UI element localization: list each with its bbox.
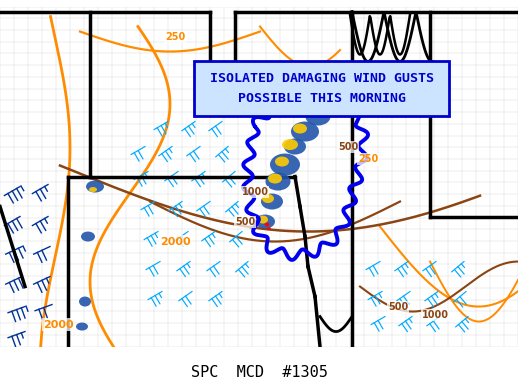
Ellipse shape <box>86 180 104 192</box>
Ellipse shape <box>301 106 319 118</box>
Ellipse shape <box>315 87 345 107</box>
Ellipse shape <box>265 223 269 227</box>
Ellipse shape <box>261 194 283 210</box>
Text: 250: 250 <box>165 31 185 42</box>
Ellipse shape <box>318 88 333 99</box>
Text: 2000: 2000 <box>160 237 190 246</box>
Ellipse shape <box>255 215 275 229</box>
Text: 500: 500 <box>388 301 408 312</box>
Text: 1000: 1000 <box>241 187 268 197</box>
Text: 500: 500 <box>338 142 358 152</box>
Text: 250: 250 <box>358 154 378 163</box>
Ellipse shape <box>266 173 291 191</box>
Text: 2000: 2000 <box>42 320 74 329</box>
Ellipse shape <box>89 187 97 192</box>
Ellipse shape <box>306 107 330 126</box>
Ellipse shape <box>270 154 300 175</box>
Ellipse shape <box>275 156 289 166</box>
Text: 1000: 1000 <box>422 310 449 320</box>
Ellipse shape <box>267 227 271 230</box>
Text: POSSIBLE THIS MORNING: POSSIBLE THIS MORNING <box>237 92 406 105</box>
Ellipse shape <box>268 173 282 184</box>
Ellipse shape <box>76 322 88 331</box>
Ellipse shape <box>262 194 274 203</box>
Ellipse shape <box>79 296 91 307</box>
Ellipse shape <box>282 139 298 150</box>
Ellipse shape <box>284 139 306 154</box>
Ellipse shape <box>291 121 319 142</box>
Text: 500: 500 <box>235 217 255 227</box>
Text: SPC  MCD  #1305: SPC MCD #1305 <box>191 365 327 380</box>
Text: ISOLATED DAMAGING WIND GUSTS: ISOLATED DAMAGING WIND GUSTS <box>209 72 434 85</box>
Ellipse shape <box>258 216 268 223</box>
FancyBboxPatch shape <box>194 61 449 116</box>
Ellipse shape <box>81 232 95 242</box>
Ellipse shape <box>293 123 307 133</box>
